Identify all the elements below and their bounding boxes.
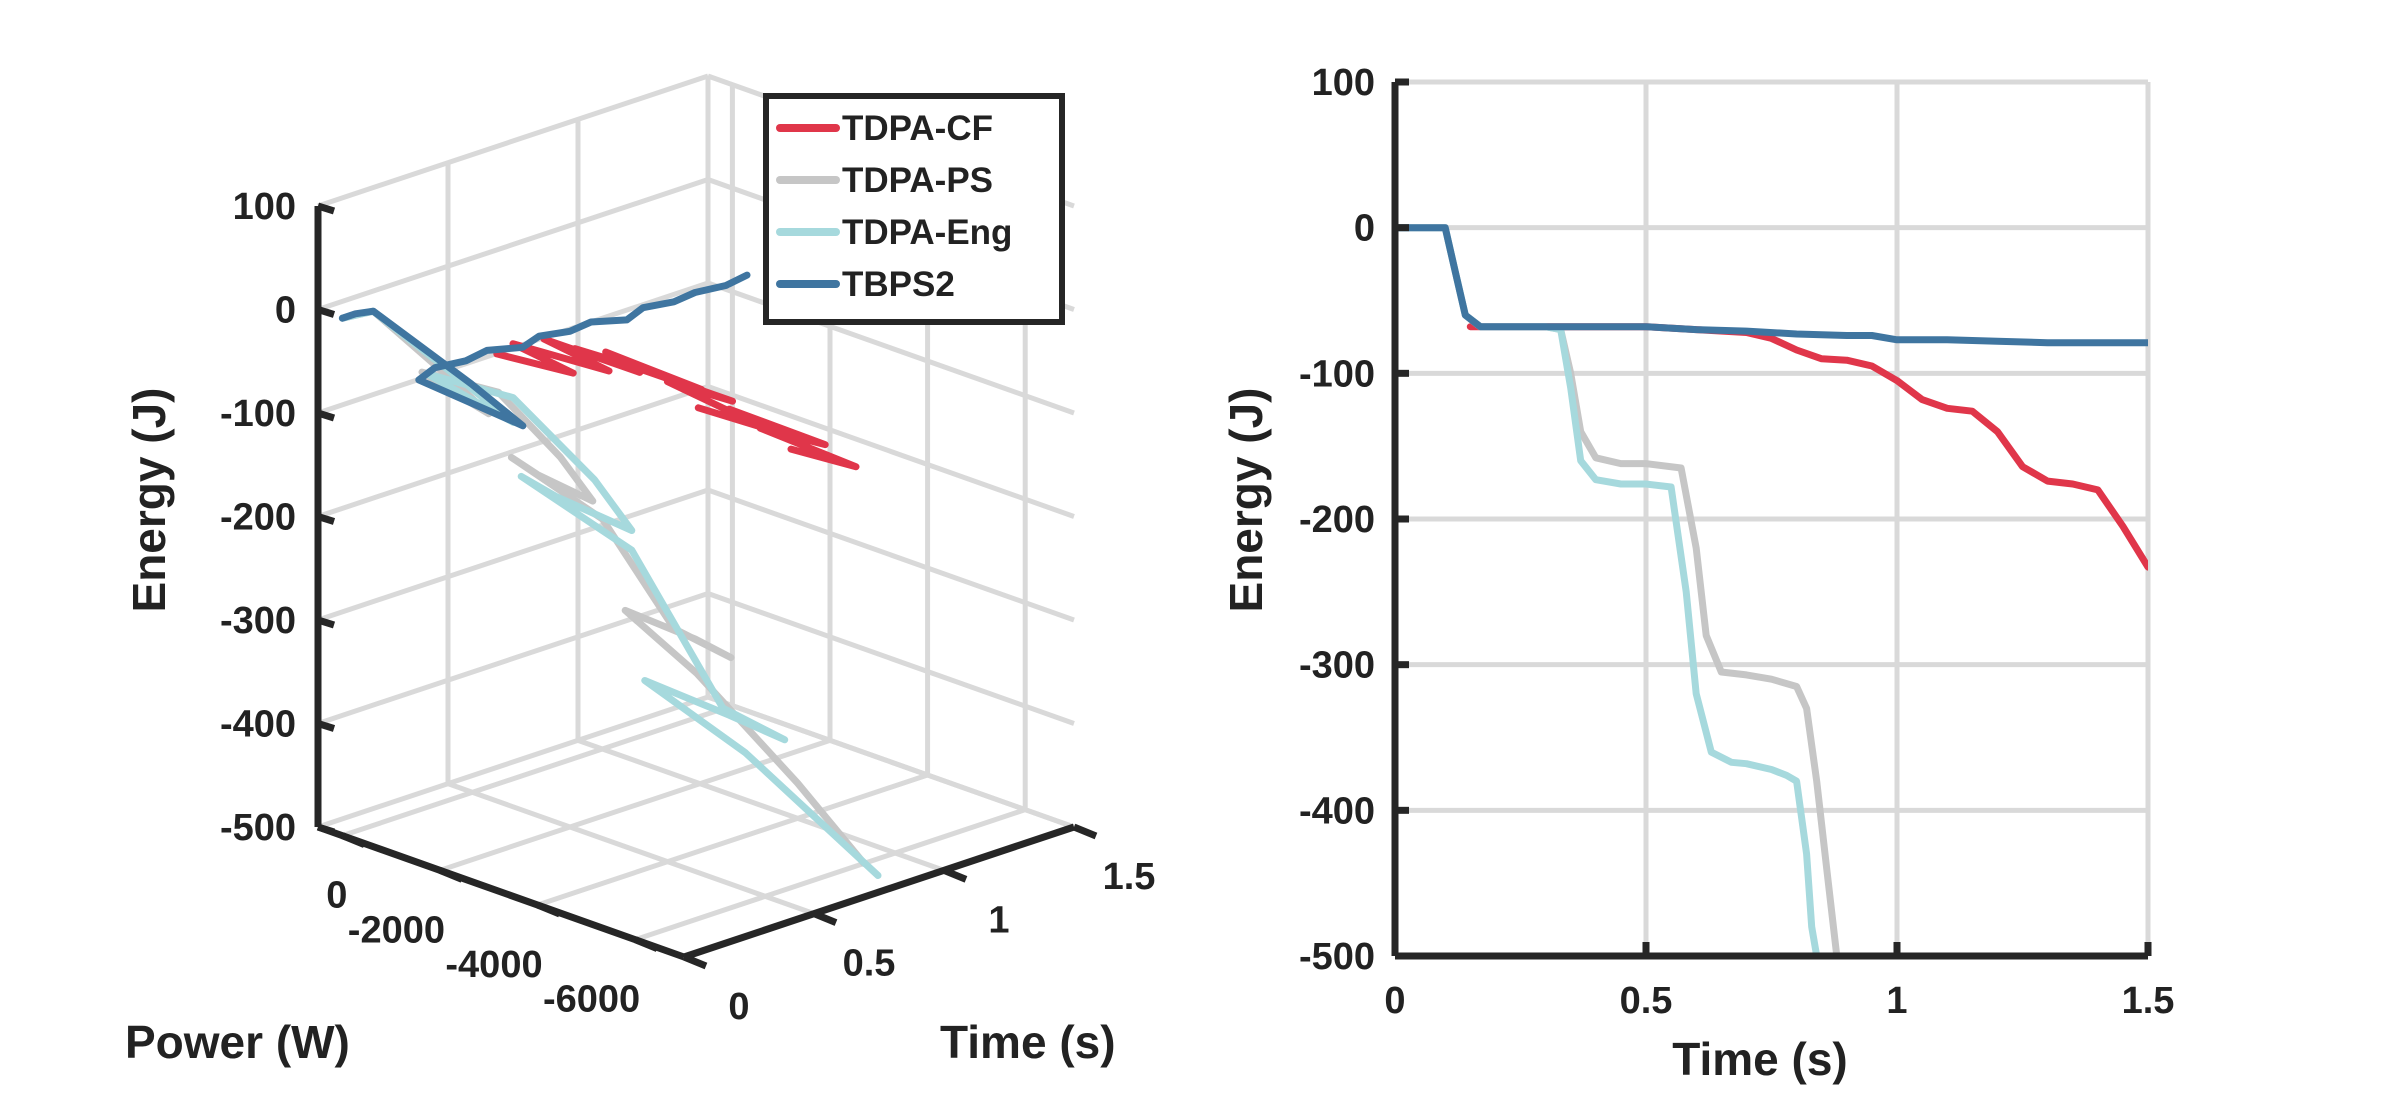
chart-2d-ytick-label: -500 [1299, 936, 1375, 978]
legend-label-tdpa-eng: TDPA-Eng [842, 213, 1012, 252]
chart-3d-grid-side-e [707, 591, 1075, 726]
chart-3d-energy-tick [316, 306, 336, 318]
chart-3d-energy-tick [316, 720, 336, 732]
chart-3d-grid-floor-p [439, 737, 831, 873]
chart-3d: 0-2000-4000-6000 00.511.51000-100-200-300… [123, 73, 1155, 1068]
chart-3d-grid-floor-p [341, 703, 734, 839]
chart-3d-grid-back-e [317, 177, 709, 312]
chart-2d-ytick-label: -400 [1299, 790, 1375, 832]
chart-3d-energy-tick [316, 409, 336, 422]
chart-2d-series [1395, 224, 2148, 956]
chart-3d-tick-labels: 0-2000-4000-6000 00.511.51000-100-200-300… [220, 186, 1155, 1028]
chart-3d-time-tick [1072, 823, 1098, 840]
chart-3d-power-tick [633, 936, 659, 952]
chart-3d-power-tick-label: -6000 [543, 979, 640, 1021]
chart-3d-grid-floor-p [536, 772, 929, 908]
chart-3d-grid-side-e [707, 487, 1075, 623]
chart-3d-energy-tick-label: -400 [220, 704, 296, 746]
chart-3d-grid-back-e [317, 487, 709, 623]
chart-3d-grid-floor-t [707, 694, 1075, 830]
legend-label-tdpa-cf: TDPA-CF [842, 109, 993, 148]
chart-3d-ylabel: Time (s) [940, 1016, 1116, 1068]
legend-box [763, 93, 1065, 325]
chart-2d-xtick-label: 1.5 [2122, 980, 2175, 1022]
chart-3d-series [338, 271, 882, 879]
chart-3d-energy-tick-label: -200 [220, 497, 296, 539]
chart-3d-energy-tick-label: -100 [220, 393, 296, 435]
chart-3d-grid-floor-p [634, 807, 1026, 943]
chart-2d-ytick-label: -300 [1299, 645, 1375, 687]
legend-label-tdpa-ps: TDPA-PS [842, 161, 993, 200]
chart-3d-energy-tick [316, 202, 336, 215]
chart-3d-time-tick-label: 1.5 [1103, 856, 1156, 898]
chart-3d-energy-tick [316, 513, 336, 525]
chart-2d-ytick-label: -100 [1299, 353, 1375, 395]
legend-label-tbps2: TBPS2 [842, 265, 955, 304]
chart-2d-tick-labels: 0 0.5 1 1.5 100 0 -100 -200 -300 -400 -500 [1299, 62, 2174, 1022]
chart-3d-time-tick-label: 0.5 [843, 943, 896, 985]
chart-2d-series-3 [1395, 224, 2148, 347]
chart-2d-ytick-label: 0 [1354, 208, 1375, 250]
chart-3d-axes [314, 202, 1098, 970]
chart-3d-xlabel: Power (W) [125, 1016, 350, 1068]
chart-2d-xlabel: Time (s) [1672, 1033, 1848, 1085]
chart-3d-time-tick [942, 867, 968, 883]
chart-3d-power-tick [536, 901, 561, 918]
chart-3d-grid-back-e [317, 694, 709, 830]
chart-2d: 0 0.5 1 1.5 100 0 -100 -200 -300 -400 -500 Energy … [1220, 62, 2174, 1085]
chart-3d-energy-tick-label: 0 [275, 290, 296, 332]
chart-3d-grid-floor-t [577, 737, 945, 873]
chart-3d-energy-tick [316, 823, 336, 836]
chart-3d-time-tick-label: 1 [988, 899, 1009, 941]
chart-2d-axes [1391, 78, 2152, 960]
chart-3d-power-tick-label: -4000 [445, 944, 542, 986]
chart-3d-grid-side-e [707, 384, 1075, 519]
chart-2d-series-0 [1466, 323, 2148, 571]
chart-3d-power-axis [316, 823, 686, 961]
chart-2d-ylabel: Energy (J) [1220, 388, 1272, 613]
chart-3d-power-tick [438, 867, 464, 883]
chart-3d-grid-back-e [317, 591, 709, 726]
chart-3d-energy-tick-label: 100 [233, 186, 296, 228]
chart-3d-power-tick [341, 832, 366, 848]
chart-3d-series-tdpa-cf [493, 335, 860, 471]
chart-3d-time-tick [812, 910, 838, 926]
chart-2d-xtick-label: 0 [1384, 980, 1405, 1022]
chart-2d-xtick-label: 1 [1886, 980, 1907, 1022]
chart-3d-energy-tick [316, 616, 336, 629]
chart-3d-grid-floor-t [447, 781, 815, 917]
chart-3d-time-tick-label: 0 [728, 986, 749, 1028]
chart-3d-series-tbps2 [338, 271, 751, 430]
chart-3d-zlabel: Energy (J) [123, 388, 175, 613]
chart-2d-grid [1392, 79, 2151, 959]
chart-2d-ytick-label: -200 [1299, 499, 1375, 541]
chart-3d-energy-tick-label: -500 [220, 807, 296, 849]
chart-2d-xtick-label: 0.5 [1620, 980, 1673, 1022]
chart-3d-power-tick-label: -2000 [348, 909, 445, 951]
chart-3d-energy-tick-label: -300 [220, 600, 296, 642]
chart-3d-power-tick-label: 0 [326, 875, 347, 917]
chart-2d-ytick-label: 100 [1312, 62, 1375, 104]
chart-3d-grid-back-e [317, 73, 709, 209]
chart-3d-time-axis [682, 823, 1076, 961]
chart-3d-grid-back-e [317, 384, 709, 519]
legend: TDPA-CF TDPA-PS TDPA-Eng TBPS2 [763, 93, 1065, 325]
chart-3d-time-tick [682, 953, 708, 970]
